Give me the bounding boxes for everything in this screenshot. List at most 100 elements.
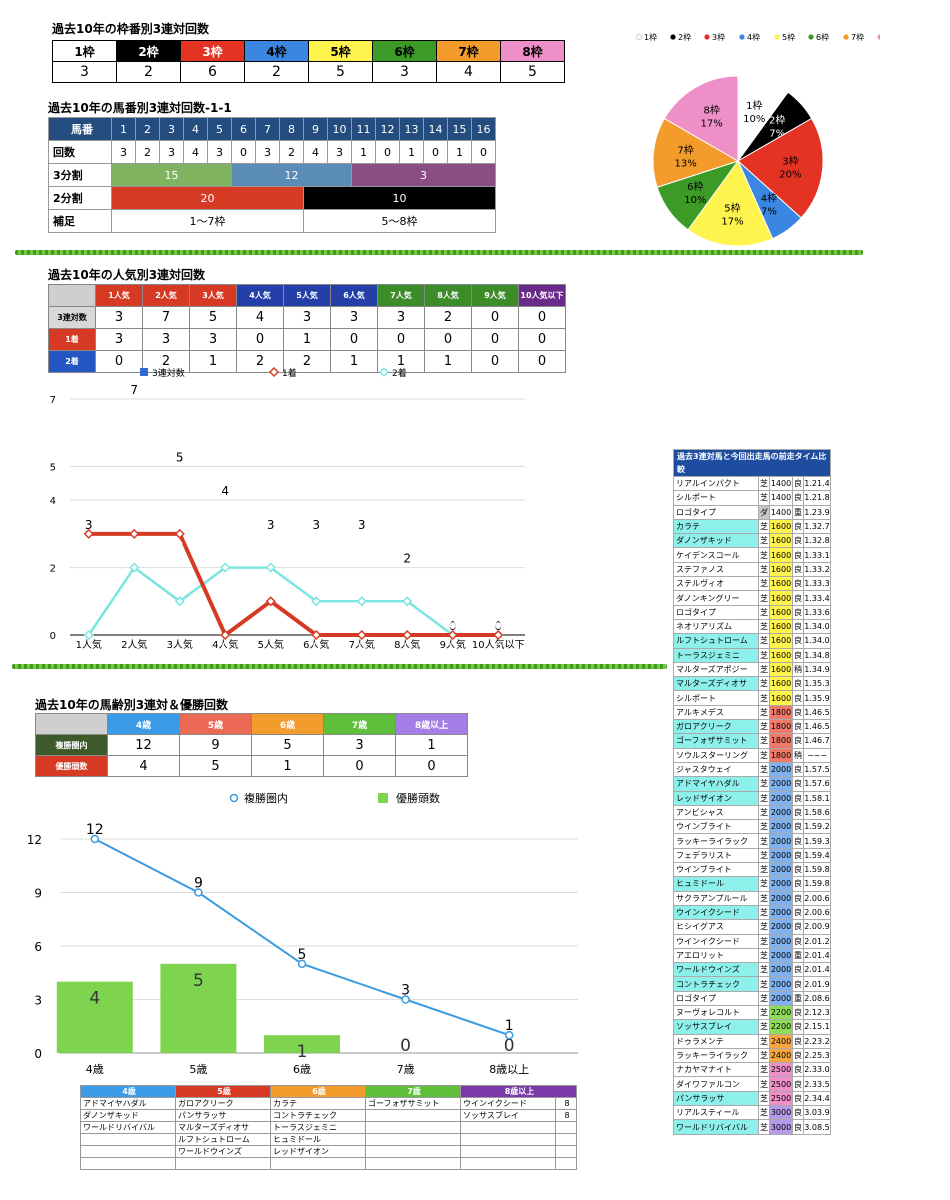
age-cell: 9 [179, 734, 252, 756]
ninki-cell: 3 [377, 306, 425, 329]
names-cell [80, 1157, 176, 1170]
time-cell: 1.57.6 [803, 776, 831, 792]
times-row: サクラアンプルール芝 2000 良 2.00.6 [673, 890, 831, 906]
ninki-cell: 4 [236, 306, 284, 329]
legend-dot [704, 34, 710, 40]
surface-cell: 芝 [758, 1062, 770, 1078]
times-row: アエロリット芝 2000 重 2.01.4 [673, 947, 831, 964]
ninki-cell: 7 [142, 306, 190, 329]
legend-label: 1着 [282, 367, 297, 379]
legend-dot [808, 34, 814, 40]
time-cell: 1.57.5 [803, 761, 831, 778]
times-row: リアルインパクト芝 1400 良 1.21.4 [673, 475, 831, 492]
x-tick-label: 7人気 [349, 638, 375, 651]
names-header-cell: 6歳 [270, 1085, 366, 1098]
line2-marker [402, 596, 413, 607]
time-cell: 1.35.9 [803, 690, 831, 706]
line1-marker [174, 528, 185, 539]
line1-value-label: 0 [494, 640, 502, 654]
horse-name-cell: パンサラッサ [673, 1090, 759, 1107]
time-cell: 1.46.5 [803, 719, 831, 735]
line2-value-label: 2 [130, 550, 138, 564]
distance-cell: 2500 [769, 1062, 793, 1078]
legend-dot [636, 34, 642, 40]
umaban-count-cell: 3 [207, 140, 232, 164]
age-cell: 1 [395, 734, 468, 756]
line1-value-label: 0 [312, 640, 320, 654]
umaban-number-cell: 12 [375, 117, 400, 141]
age-row-label: 複勝圏内 [35, 734, 108, 756]
waku-title: 過去10年の枠番別3連対回数 [52, 22, 210, 36]
pie-slice-label: 4枠 [761, 192, 777, 205]
umaban-count-cell: 1 [351, 140, 376, 164]
surface-cell: 芝 [758, 1004, 770, 1021]
pie-legend-label: 1枠 [644, 32, 657, 42]
times-row: ウインブライト芝 2000 良 1.59.2 [673, 819, 831, 835]
horse-name-cell: ロゴタイプ [673, 990, 759, 1006]
going-cell: 良 [792, 804, 804, 821]
line-marker [297, 959, 307, 969]
distance-cell: 1600 [769, 547, 793, 563]
times-row: ネオリアリズム芝 1600 良 1.34.0 [673, 618, 831, 635]
times-row: ラッキーライラック芝 2400 良 2.25.3 [673, 1047, 831, 1064]
line1-value-label: 3 [176, 539, 184, 553]
time-cell: 1.21.4 [803, 475, 831, 492]
going-cell: 良 [792, 819, 804, 835]
time-cell: 1.59.8 [803, 862, 831, 878]
times-row: ダノンキングリー芝 1600 良 1.33.4 [673, 590, 831, 606]
times-row: レッドザイオン芝 2000 良 1.58.1 [673, 790, 831, 806]
legend-dot [843, 34, 849, 40]
horse-name-cell: マルターズアポジー [673, 661, 759, 678]
bar-value-label: 0 [449, 619, 457, 633]
pie-slice-pct: 7% [769, 129, 785, 140]
surface-cell: 芝 [758, 576, 770, 592]
horse-name-cell: カラテ [673, 518, 759, 535]
going-cell: 良 [792, 1105, 804, 1121]
going-cell: 良 [792, 833, 804, 849]
horse-name-cell: アルキメデス [673, 704, 759, 721]
horse-name-cell: ヒシイグアス [673, 919, 759, 935]
umaban-count-cell: 3 [327, 140, 352, 164]
horse-name-cell: ルフトシュトローム [673, 633, 759, 649]
bar-value-label: 4 [89, 989, 100, 1009]
umaban-row-label: 馬番 [48, 117, 112, 141]
line1-marker [493, 629, 504, 641]
horse-name-cell: ワールドウインズ [673, 962, 759, 978]
age-cell: 12 [107, 734, 180, 756]
line-series [94, 838, 510, 1037]
pie-legend-label: 4枠 [747, 32, 760, 42]
umaban-halves-cell: 10 [303, 186, 496, 210]
umaban-number-cell: 3 [159, 117, 184, 141]
going-cell: 良 [792, 976, 804, 992]
waku-count-cell: 6 [180, 61, 245, 83]
names-cell [270, 1157, 366, 1170]
going-cell: 良 [792, 1004, 804, 1021]
going-cell: 良 [792, 561, 804, 578]
pie-legend-label: 5枠 [782, 32, 795, 42]
going-cell: 良 [792, 890, 804, 906]
line1-marker [447, 629, 458, 641]
age-cell: 0 [395, 755, 468, 777]
distance-cell: 1600 [769, 633, 793, 649]
waku-count-cell: 4 [436, 61, 501, 83]
line2-value-label: 2 [267, 550, 275, 564]
going-cell: 良 [792, 604, 804, 620]
pie-slice-label: 2枠 [769, 114, 785, 127]
names-header-cell: 4歳 [80, 1085, 176, 1098]
ninki-cell: 0 [330, 328, 378, 351]
times-row: ドゥラメンテ芝 2400 良 2.23.2 [673, 1033, 831, 1049]
pie-slice [663, 75, 739, 162]
names-cell [80, 1133, 176, 1146]
horse-name-cell: コントラチェック [673, 976, 759, 992]
distance-cell: 1400 [769, 490, 793, 506]
names-cell: コントラチェック [270, 1109, 366, 1122]
bar-value-label: 3 [312, 518, 320, 532]
line1-value-label: 0 [221, 640, 229, 654]
surface-cell: 芝 [758, 876, 770, 892]
names-cell: マルターズディオサ [175, 1121, 271, 1134]
names-cell [555, 1145, 577, 1158]
horse-name-cell: ダイワファルコン [673, 1076, 759, 1092]
distance-cell: 1800 [769, 704, 793, 721]
waku-header-cell: 4枠 [244, 40, 309, 62]
